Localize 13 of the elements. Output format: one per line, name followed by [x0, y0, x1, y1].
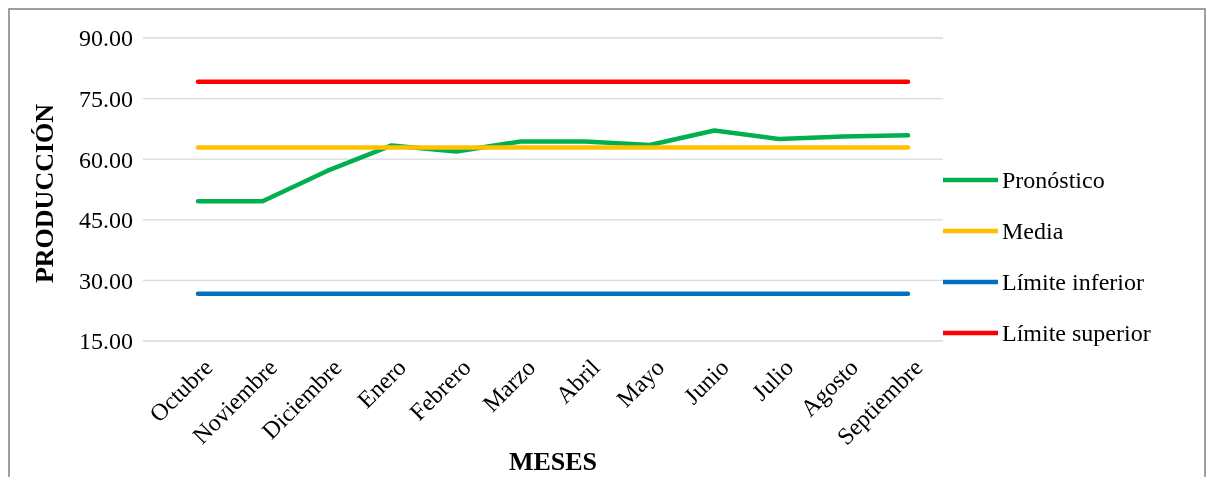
y-tick-label: 45.00: [79, 207, 133, 234]
y-tick-label: 75.00: [79, 86, 133, 112]
y-tick-label: 30.00: [79, 267, 133, 294]
legend-label: Pronóstico: [1002, 167, 1105, 194]
x-axis-title: MESES: [508, 447, 598, 476]
legend-label: Límite inferior: [1002, 269, 1144, 296]
y-axis-title: PRODUCCIÓN: [30, 103, 59, 284]
legend-label: Media: [1002, 218, 1064, 245]
y-tick-label: 60.00: [79, 146, 133, 173]
y-tick-label: 90.00: [79, 25, 133, 52]
legend-label: Límite superior: [1002, 320, 1151, 347]
x-tick-label: Julio: [746, 354, 799, 406]
y-tick-label: 15.00: [79, 328, 133, 355]
